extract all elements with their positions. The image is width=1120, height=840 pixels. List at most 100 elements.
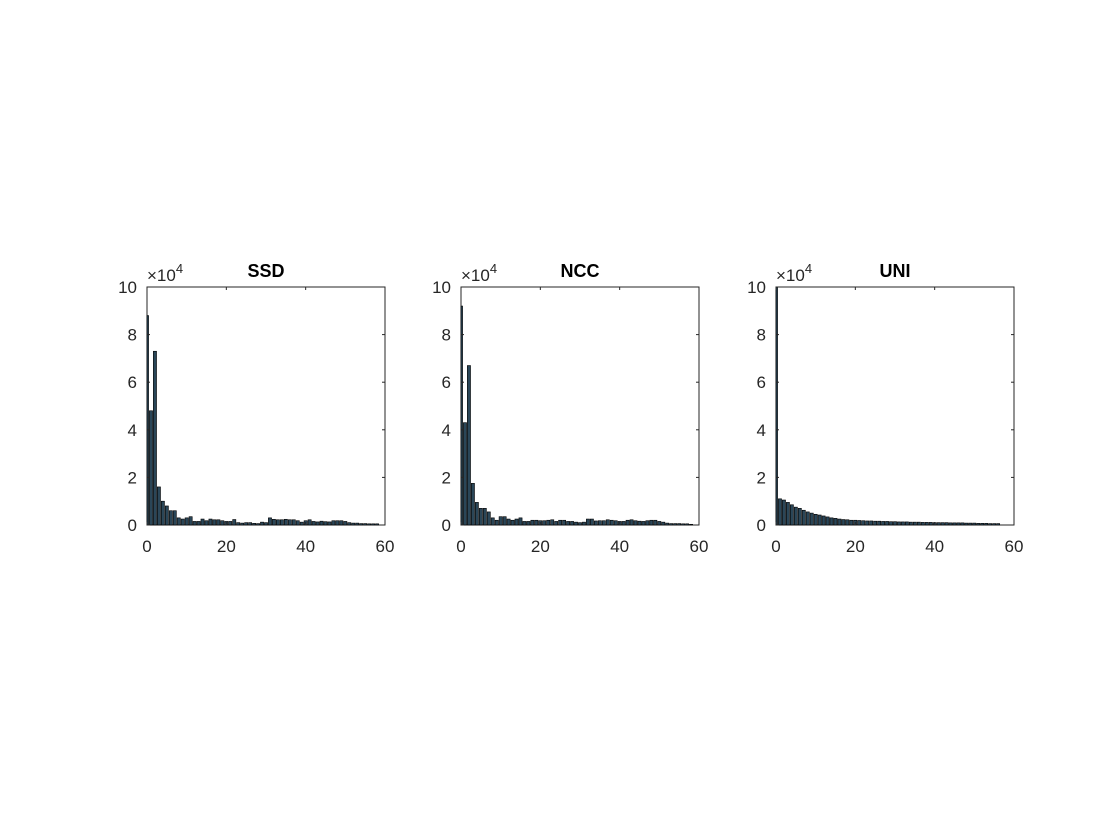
bar-uni	[797, 508, 802, 526]
bar-ssd	[208, 518, 213, 526]
bar-ssd	[256, 523, 260, 526]
bar-ssd	[220, 520, 225, 526]
bar-uni	[786, 502, 790, 526]
bar-uni	[881, 521, 885, 526]
bar-ncc	[542, 520, 547, 526]
bar-ssd	[264, 522, 268, 526]
y-exponent-base-ncc: ×10	[461, 266, 490, 285]
x-tick-label-ncc: 60	[690, 537, 709, 556]
bar-ssd	[188, 516, 193, 526]
bar-ssd	[153, 350, 157, 526]
bar-ssd	[339, 520, 344, 526]
bar-ncc	[526, 521, 531, 526]
bar-ncc	[546, 519, 551, 526]
chart-title-ncc: NCC	[561, 261, 600, 281]
y-tick-label-ssd: 0	[128, 516, 137, 535]
y-tick-label-ncc: 10	[432, 278, 451, 297]
bar-uni	[849, 519, 854, 526]
bar-ncc	[460, 305, 463, 526]
bar-ssd	[232, 519, 237, 526]
bar-ncc	[578, 522, 582, 526]
bar-uni	[833, 518, 838, 526]
bar-ssd	[196, 521, 201, 526]
bar-ncc	[665, 522, 670, 526]
bar-ssd	[248, 522, 253, 526]
bar-ncc	[669, 523, 674, 526]
bar-ncc	[574, 521, 578, 526]
bar-uni	[775, 286, 778, 526]
y-tick-label-uni: 8	[757, 326, 766, 345]
bar-uni	[869, 520, 874, 526]
y-exponent-ssd: ×104	[147, 261, 183, 285]
bar-ncc	[498, 516, 503, 526]
bar-uni	[821, 515, 826, 526]
bar-ssd	[200, 518, 205, 526]
bar-ssd	[146, 315, 149, 526]
bar-uni	[861, 520, 866, 526]
bar-ssd	[351, 522, 356, 526]
bar-ssd	[276, 519, 280, 526]
y-exponent-base-uni: ×10	[776, 266, 805, 285]
bar-uni	[889, 521, 893, 526]
bar-uni	[928, 522, 933, 526]
bar-ncc	[681, 523, 686, 526]
bar-ncc	[629, 519, 634, 526]
bars-ssd	[146, 315, 379, 526]
bar-ncc	[645, 520, 650, 526]
bar-ncc	[530, 519, 535, 526]
bar-ncc	[649, 519, 654, 526]
y-exponent-power-ncc: 4	[490, 261, 497, 276]
bar-ssd	[212, 519, 217, 526]
bar-uni	[857, 520, 862, 526]
bar-uni	[936, 522, 941, 526]
bar-ncc	[657, 521, 662, 526]
bar-ncc	[562, 519, 567, 526]
bar-ncc	[641, 521, 646, 526]
bar-ssd	[192, 521, 197, 526]
bar-uni	[778, 498, 782, 526]
bar-ssd	[279, 519, 284, 526]
bar-ssd	[315, 521, 320, 526]
bar-uni	[972, 522, 977, 526]
bar-ssd	[236, 522, 241, 526]
ticks-ssd: 0 20 40 60 0 2 4 6 8 10	[118, 278, 394, 556]
x-tick-label-uni: 40	[925, 537, 944, 556]
y-tick-label-ncc: 4	[442, 421, 451, 440]
bars-uni	[775, 286, 1001, 526]
bar-uni	[948, 522, 953, 526]
bar-ssd	[307, 519, 312, 526]
chart-title-uni: UNI	[880, 261, 911, 281]
x-tick-label-ssd: 0	[142, 537, 151, 556]
bar-ncc	[554, 521, 559, 526]
bar-ssd	[367, 523, 372, 526]
bar-ssd	[343, 521, 348, 526]
bar-uni	[877, 520, 882, 526]
bar-ssd	[375, 523, 379, 526]
bar-ssd	[331, 520, 336, 526]
bar-ncc	[522, 521, 527, 526]
bar-ncc	[685, 523, 689, 526]
bar-uni	[865, 520, 870, 526]
bar-ssd	[311, 521, 316, 526]
ticks-ncc: 0 20 40 60 0 2 4 6 8 10	[432, 278, 708, 556]
axes-box-ncc	[460, 286, 700, 526]
y-tick-label-uni: 2	[757, 468, 766, 487]
bar-ssd	[164, 505, 169, 526]
x-tick-label-ssd: 60	[376, 537, 395, 556]
bar-uni	[988, 523, 993, 526]
bar-ncc	[474, 502, 479, 526]
bar-ssd	[160, 500, 165, 526]
bar-uni	[976, 523, 981, 526]
bar-ssd	[228, 521, 233, 526]
bar-ssd	[157, 486, 161, 526]
bar-uni	[924, 522, 929, 526]
bar-ncc	[494, 519, 499, 526]
bar-ssd	[149, 410, 153, 526]
bar-ncc	[590, 518, 594, 526]
bar-ssd	[347, 522, 352, 526]
y-tick-label-uni: 6	[757, 373, 766, 392]
bar-ncc	[478, 508, 483, 526]
bar-ncc	[593, 520, 598, 526]
